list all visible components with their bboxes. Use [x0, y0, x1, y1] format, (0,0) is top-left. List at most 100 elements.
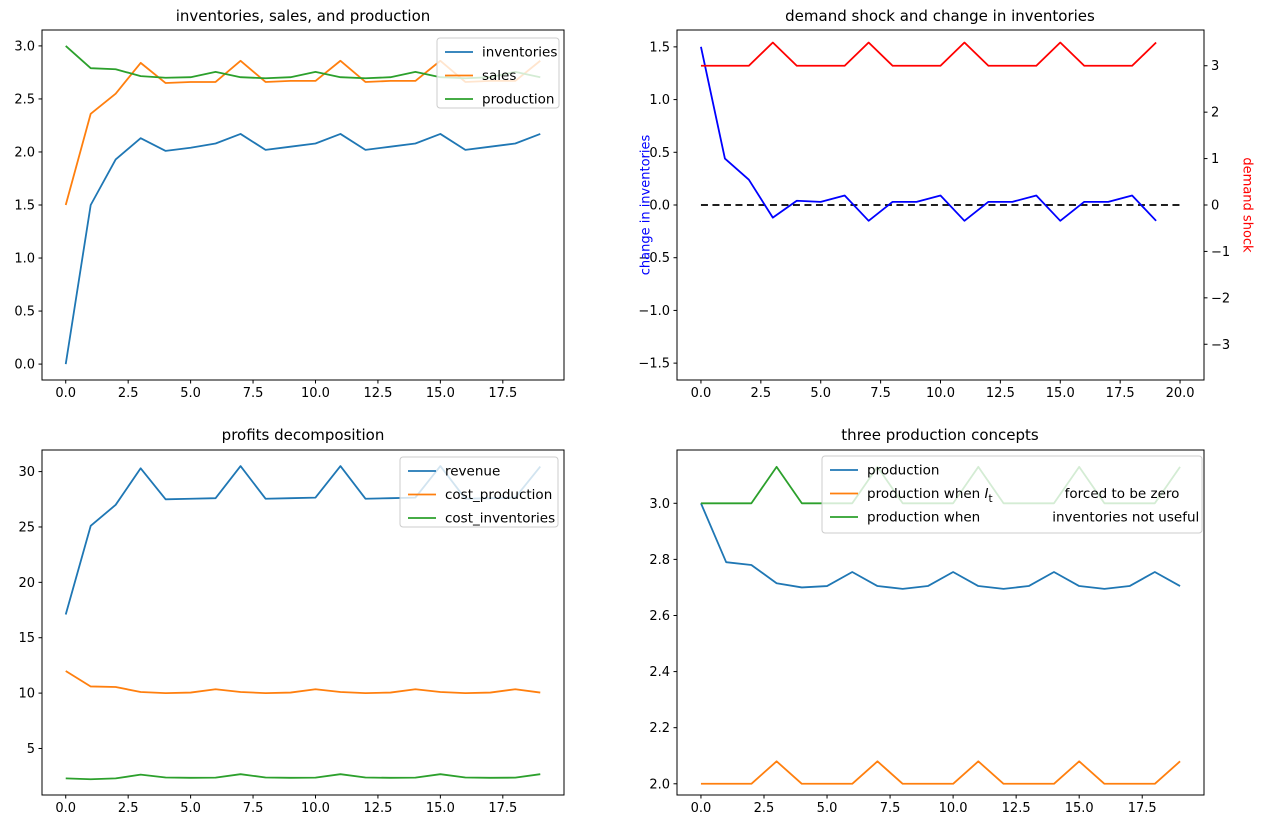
legend-label: revenue — [445, 464, 500, 480]
y-tick-label: 2.0 — [14, 145, 35, 160]
legend-box — [436, 37, 560, 109]
x-tick-label: 0.0 — [55, 801, 76, 816]
y-tick-label: 2.6 — [649, 609, 670, 624]
y-tick-label: 0.5 — [14, 305, 35, 320]
legend-label: production when inventories not useful — [867, 510, 1199, 526]
legend-label: inventories — [482, 45, 557, 61]
x-tick-label: 2.5 — [118, 386, 139, 401]
x-tick-label: 5.0 — [810, 386, 831, 401]
x-tick-label: 15.0 — [1065, 801, 1094, 816]
legend-label: production when It forced to be zero — [867, 486, 1179, 505]
y-tick-label: 2.5 — [14, 92, 35, 107]
x-tick-label: 10.0 — [301, 801, 330, 816]
y-tick-label: 0.0 — [14, 358, 35, 373]
y-tick-label: 2.4 — [649, 665, 670, 680]
legend-label: cost_inventories — [445, 511, 555, 527]
x-tick-label: 20.0 — [1166, 386, 1195, 401]
series-demand-shock — [700, 41, 1157, 67]
y-tick-label: 2.0 — [649, 777, 670, 792]
axes-frame — [676, 449, 1205, 796]
x-tick-label: 10.0 — [301, 386, 330, 401]
y-tick-label: 1.0 — [14, 252, 35, 267]
x-tick-label: 5.0 — [817, 801, 838, 816]
axes-frame — [676, 29, 1205, 381]
x-tick-label: 15.0 — [426, 801, 455, 816]
legend-label: production — [482, 92, 555, 108]
subplot-title-inventories-sales-production: inventories, sales, and production — [175, 7, 431, 25]
legend-label: cost_production — [445, 487, 552, 503]
x-tick-label: 17.5 — [1106, 386, 1135, 401]
x-tick-label: 2.5 — [118, 801, 139, 816]
y-tick-label: −0.5 — [638, 251, 670, 266]
legend: production production when It forced to be… — [821, 455, 1203, 534]
series-inventories — [64, 133, 541, 365]
series-cost-inventories — [65, 773, 541, 781]
x-tick-label: 17.5 — [1128, 801, 1157, 816]
subplot-three-production-concepts: 0.0 2.5 5.0 7.5 10.0 12.5 15.0 17.5 2.0 2.2 2.4 2.6… — [649, 449, 1205, 816]
left-y-axis-label: change in inventories — [638, 134, 654, 276]
axes-frame — [41, 449, 565, 796]
y-tick-label: 25 — [18, 520, 35, 535]
right-y-tick-label: 1 — [1211, 152, 1219, 167]
x-tick-label: 15.0 — [1046, 386, 1075, 401]
y-tick-label: −1.5 — [638, 357, 670, 372]
subplot-title-profits-decomposition: profits decomposition — [221, 426, 385, 444]
y-tick-label: 1.0 — [649, 93, 670, 108]
y-tick-label: 1.5 — [14, 199, 35, 214]
right-y-tick-label: 0 — [1211, 199, 1219, 214]
right-y-tick-label: 2 — [1211, 106, 1219, 121]
y-tick-label: 20 — [18, 576, 35, 591]
y-tick-label: 10 — [18, 687, 35, 702]
subplot-inventories-sales-production: 0.0 2.5 5.0 7.5 10.0 12.5 15.0 17.5 0.0 0.5 1.0 1.5… — [14, 29, 565, 401]
y-tick-label: 1.5 — [649, 40, 670, 55]
y-tick-label: 5 — [27, 742, 35, 757]
x-tick-label: 2.5 — [754, 801, 775, 816]
legend-label: production — [867, 463, 940, 479]
series-change-in-inventories — [700, 46, 1157, 222]
y-tick-label: 3.0 — [649, 497, 670, 512]
y-tick-label: 0.0 — [649, 199, 670, 214]
series-production — [700, 502, 1181, 590]
subplot-title-three-production-concepts: three production concepts — [841, 426, 1039, 444]
subplot-title-demand-shock: demand shock and change in inventories — [785, 7, 1095, 25]
legend-label: sales — [482, 68, 516, 84]
x-tick-label: 15.0 — [426, 386, 455, 401]
x-tick-label: 0.0 — [55, 386, 76, 401]
x-tick-label: 0.0 — [691, 801, 712, 816]
right-y-tick-label: 3 — [1211, 59, 1219, 74]
x-tick-label: 0.0 — [691, 386, 712, 401]
right-y-tick-label: −2 — [1211, 291, 1230, 306]
legend: inventories sales production — [436, 37, 560, 109]
y-tick-label: 0.5 — [649, 146, 670, 161]
subplot-demand-shock-change-in-inventories: 0.0 2.5 5.0 7.5 10.0 12.5 15.0 17.5 20.0−1.5−1.0… — [638, 29, 1230, 401]
series-production-when-i-t-forced-to-be-zero — [700, 760, 1181, 785]
y-tick-label: 30 — [18, 465, 35, 480]
x-tick-label: 7.5 — [880, 801, 901, 816]
x-tick-label: 7.5 — [243, 801, 264, 816]
x-tick-label: 7.5 — [870, 386, 891, 401]
right-y-tick-label: −1 — [1211, 245, 1230, 260]
x-tick-label: 12.5 — [986, 386, 1015, 401]
y-tick-label: −1.0 — [638, 304, 670, 319]
x-tick-label: 10.0 — [926, 386, 955, 401]
legend-box — [399, 456, 559, 528]
series-cost-production — [65, 670, 541, 695]
x-tick-label: 2.5 — [750, 386, 771, 401]
y-tick-label: 3.0 — [14, 39, 35, 54]
x-tick-label: 5.0 — [180, 386, 201, 401]
y-tick-label: 2.8 — [649, 553, 670, 568]
x-tick-label: 5.0 — [180, 801, 201, 816]
legend: revenue cost_production cost_inventories — [399, 456, 559, 528]
y-tick-label: 2.2 — [649, 721, 670, 736]
subplot-profits-decomposition: 0.0 2.5 5.0 7.5 10.0 12.5 15.0 17.5 5 10 15 20 25 30 r… — [18, 449, 565, 816]
x-tick-label: 10.0 — [939, 801, 968, 816]
x-tick-label: 12.5 — [363, 386, 392, 401]
right-y-axis-label: demand shock — [1239, 157, 1255, 253]
x-tick-label: 17.5 — [488, 801, 517, 816]
y-tick-label: 15 — [18, 631, 35, 646]
legend-box — [821, 455, 1203, 534]
x-tick-label: 12.5 — [363, 801, 392, 816]
right-y-tick-label: −3 — [1211, 338, 1230, 353]
